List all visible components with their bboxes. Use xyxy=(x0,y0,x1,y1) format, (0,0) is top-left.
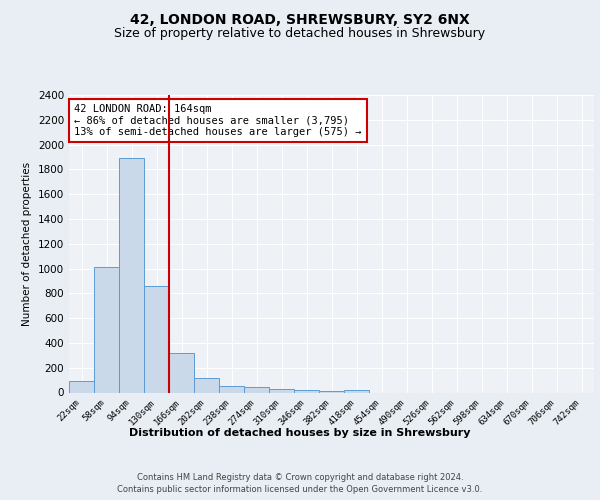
Bar xyxy=(269,389,294,392)
Y-axis label: Number of detached properties: Number of detached properties xyxy=(22,162,32,326)
Text: 42 LONDON ROAD: 164sqm
← 86% of detached houses are smaller (3,795)
13% of semi-: 42 LONDON ROAD: 164sqm ← 86% of detached… xyxy=(74,104,362,137)
Bar xyxy=(194,378,219,392)
Bar xyxy=(244,387,269,392)
Bar xyxy=(144,286,169,393)
Bar xyxy=(219,386,244,392)
Text: Contains HM Land Registry data © Crown copyright and database right 2024.: Contains HM Land Registry data © Crown c… xyxy=(137,472,463,482)
Text: Distribution of detached houses by size in Shrewsbury: Distribution of detached houses by size … xyxy=(129,428,471,438)
Bar xyxy=(119,158,144,392)
Text: Size of property relative to detached houses in Shrewsbury: Size of property relative to detached ho… xyxy=(115,28,485,40)
Text: 42, LONDON ROAD, SHREWSBURY, SY2 6NX: 42, LONDON ROAD, SHREWSBURY, SY2 6NX xyxy=(130,12,470,26)
Bar xyxy=(69,382,94,392)
Bar xyxy=(94,268,119,392)
Bar xyxy=(319,390,344,392)
Bar xyxy=(344,390,369,392)
Bar xyxy=(294,390,319,392)
Bar xyxy=(169,353,194,393)
Text: Contains public sector information licensed under the Open Government Licence v3: Contains public sector information licen… xyxy=(118,485,482,494)
